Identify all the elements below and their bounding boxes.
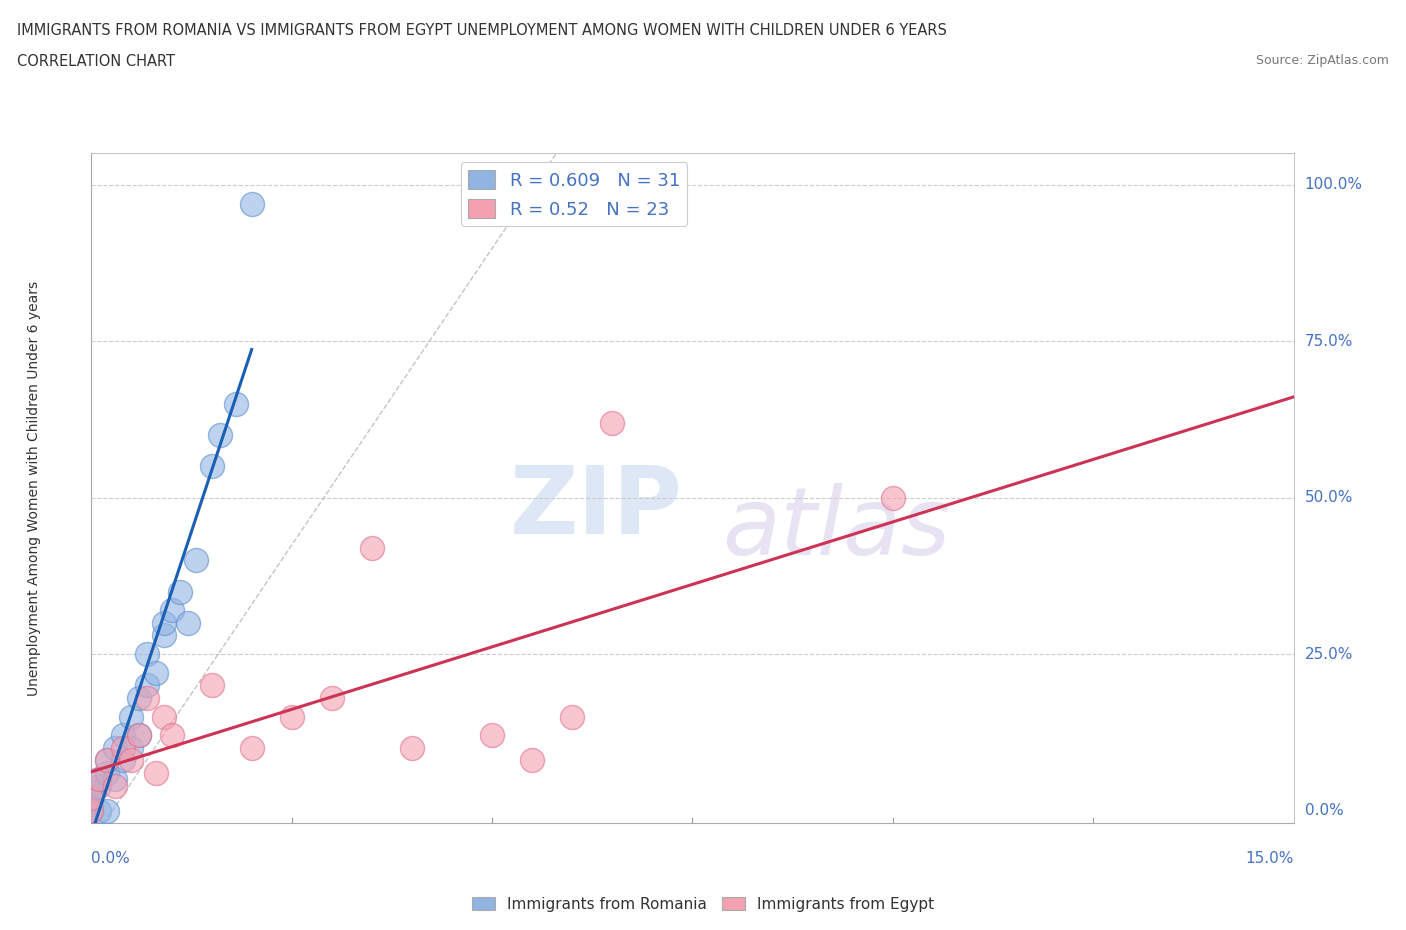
- Point: [145, 765, 167, 780]
- Point: [96, 765, 118, 780]
- Point: [225, 396, 247, 411]
- Text: 75.0%: 75.0%: [1305, 334, 1353, 349]
- Text: 100.0%: 100.0%: [1305, 178, 1362, 193]
- Text: 50.0%: 50.0%: [1305, 490, 1353, 505]
- Point: [80, 804, 103, 818]
- Text: ZIP: ZIP: [510, 462, 683, 554]
- Point: [136, 690, 159, 705]
- Point: [184, 552, 207, 567]
- Point: [169, 584, 191, 599]
- Point: [80, 790, 103, 805]
- Point: [882, 490, 904, 505]
- Point: [104, 772, 127, 787]
- Point: [128, 690, 150, 705]
- Point: [360, 540, 382, 555]
- Point: [281, 710, 304, 724]
- Point: [160, 603, 183, 618]
- Point: [96, 753, 118, 768]
- Text: 0.0%: 0.0%: [1305, 803, 1344, 818]
- Point: [321, 690, 343, 705]
- Point: [80, 790, 103, 805]
- Point: [145, 666, 167, 681]
- Point: [522, 753, 544, 768]
- Point: [152, 616, 174, 631]
- Point: [240, 740, 263, 755]
- Point: [80, 784, 103, 799]
- Legend: R = 0.609   N = 31, R = 0.52   N = 23: R = 0.609 N = 31, R = 0.52 N = 23: [461, 163, 688, 226]
- Point: [128, 728, 150, 743]
- Point: [96, 753, 118, 768]
- Point: [201, 458, 224, 473]
- Point: [112, 740, 135, 755]
- Point: [112, 728, 135, 743]
- Point: [561, 710, 583, 724]
- Text: CORRELATION CHART: CORRELATION CHART: [17, 54, 174, 69]
- Point: [121, 753, 143, 768]
- Point: [96, 804, 118, 818]
- Text: 15.0%: 15.0%: [1246, 851, 1294, 866]
- Point: [121, 710, 143, 724]
- Point: [104, 740, 127, 755]
- Point: [136, 646, 159, 661]
- Point: [208, 428, 231, 443]
- Point: [240, 196, 263, 211]
- Text: Source: ZipAtlas.com: Source: ZipAtlas.com: [1256, 54, 1389, 67]
- Text: 25.0%: 25.0%: [1305, 646, 1353, 661]
- Text: Unemployment Among Women with Children Under 6 years: Unemployment Among Women with Children U…: [27, 281, 41, 696]
- Point: [89, 772, 111, 787]
- Point: [401, 740, 423, 755]
- Point: [104, 778, 127, 793]
- Point: [602, 415, 624, 430]
- Text: IMMIGRANTS FROM ROMANIA VS IMMIGRANTS FROM EGYPT UNEMPLOYMENT AMONG WOMEN WITH C: IMMIGRANTS FROM ROMANIA VS IMMIGRANTS FR…: [17, 23, 946, 38]
- Point: [80, 797, 103, 812]
- Point: [112, 753, 135, 768]
- Point: [152, 710, 174, 724]
- Point: [89, 772, 111, 787]
- Point: [128, 728, 150, 743]
- Text: atlas: atlas: [723, 483, 950, 574]
- Point: [152, 628, 174, 643]
- Point: [201, 678, 224, 693]
- Point: [481, 728, 503, 743]
- Point: [160, 728, 183, 743]
- Point: [89, 804, 111, 818]
- Point: [176, 616, 198, 631]
- Point: [121, 740, 143, 755]
- Point: [89, 778, 111, 793]
- Legend: Immigrants from Romania, Immigrants from Egypt: Immigrants from Romania, Immigrants from…: [465, 890, 941, 918]
- Point: [136, 678, 159, 693]
- Point: [80, 804, 103, 818]
- Text: 0.0%: 0.0%: [91, 851, 131, 866]
